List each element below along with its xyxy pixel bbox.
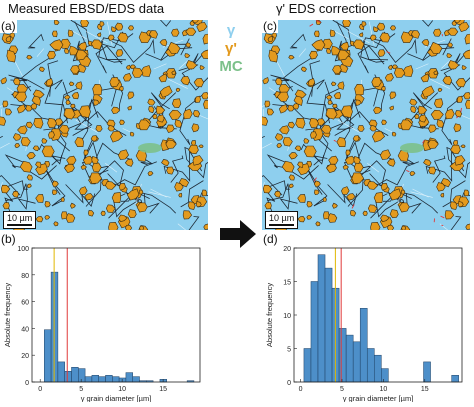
histogram-measured: 0 20 40 60 80 100 0 5 10 15 γ grain diameter [µm] A…: [0, 240, 210, 407]
histogram-bar: [85, 377, 92, 382]
histogram-bar: [325, 268, 332, 382]
y-tick-label: 20: [283, 246, 291, 253]
histogram-bar: [346, 335, 353, 382]
scale-bar-line: [269, 224, 294, 226]
histogram-bar: [119, 378, 126, 382]
x-tick-label: 0: [38, 386, 42, 393]
y-axis-label: Absolute frequency: [3, 283, 12, 347]
histogram-bar: [72, 367, 79, 382]
x-axis-label: γ grain diameter [µm]: [81, 394, 152, 402]
y-tick-label: 100: [17, 246, 29, 253]
x-axis-label: γ grain diameter [µm]: [343, 394, 414, 402]
y-tick-label: 15: [283, 280, 291, 287]
panel-label-a: (a): [0, 20, 17, 33]
histogram-bar: [65, 371, 72, 382]
histogram-bar: [318, 255, 325, 382]
histogram-bar: [339, 328, 346, 382]
y-tick-label: 5: [287, 347, 291, 354]
x-tick-label: 5: [340, 386, 344, 393]
histogram-bar: [58, 362, 65, 382]
histogram-bar: [44, 330, 51, 382]
y-tick-label: 80: [21, 273, 29, 280]
x-tick-label: 5: [79, 386, 83, 393]
histogram-corrected: 0 5 10 15 20 0 5 10 15 γ grain diameter [µm] Absol…: [262, 240, 472, 407]
histogram-bar: [353, 342, 360, 382]
phase-legend: γ γ' MC: [212, 22, 250, 76]
right-title: γ' EDS correction: [276, 1, 376, 16]
histogram-bar: [92, 375, 99, 382]
histogram-bar: [133, 377, 140, 382]
mc-carbide: [400, 143, 424, 153]
y-tick-label: 0: [25, 380, 29, 387]
ebsd-eds-map-corrected: [262, 20, 470, 230]
x-tick-label: 10: [379, 386, 387, 393]
x-tick-label: 15: [421, 386, 429, 393]
histogram-bar: [424, 362, 431, 382]
legend-gamma-prime: γ': [212, 40, 250, 58]
scale-bar-label: 10 µm: [269, 213, 294, 223]
y-tick-label: 40: [21, 326, 29, 333]
legend-mc: MC: [212, 58, 250, 76]
ebsd-eds-map-measured: [0, 20, 208, 230]
histogram-bar: [126, 373, 133, 382]
scale-bar-a: 10 µm: [3, 211, 36, 229]
scale-bar-label: 10 µm: [7, 213, 32, 223]
x-tick-label: 0: [299, 386, 303, 393]
histogram-bar: [311, 282, 318, 383]
histogram-bar: [99, 377, 106, 382]
histogram-bar: [304, 349, 311, 383]
y-tick-label: 0: [287, 380, 291, 387]
histogram-bar: [112, 377, 119, 382]
y-tick-label: 20: [21, 353, 29, 360]
histogram-bar: [106, 375, 113, 382]
x-tick-label: 15: [159, 386, 167, 393]
histogram-bar: [367, 349, 374, 383]
scale-bar-c: 10 µm: [265, 211, 298, 229]
y-tick-label: 60: [21, 300, 29, 307]
histogram-bar: [452, 375, 459, 382]
scale-bar-line: [7, 224, 32, 226]
panel-label-c: (c): [262, 20, 278, 33]
arrow-right-icon: [218, 218, 258, 250]
x-tick-label: 10: [118, 386, 126, 393]
histogram-bar: [360, 308, 367, 382]
left-title: Measured EBSD/EDS data: [8, 1, 164, 16]
histogram-bar: [374, 355, 381, 382]
mc-carbide: [138, 143, 162, 153]
histogram-bar: [78, 369, 85, 382]
y-tick-label: 10: [283, 313, 291, 320]
histogram-bar: [381, 369, 388, 382]
legend-gamma: γ: [212, 22, 250, 40]
y-axis-label: Absolute frequency: [265, 283, 274, 347]
